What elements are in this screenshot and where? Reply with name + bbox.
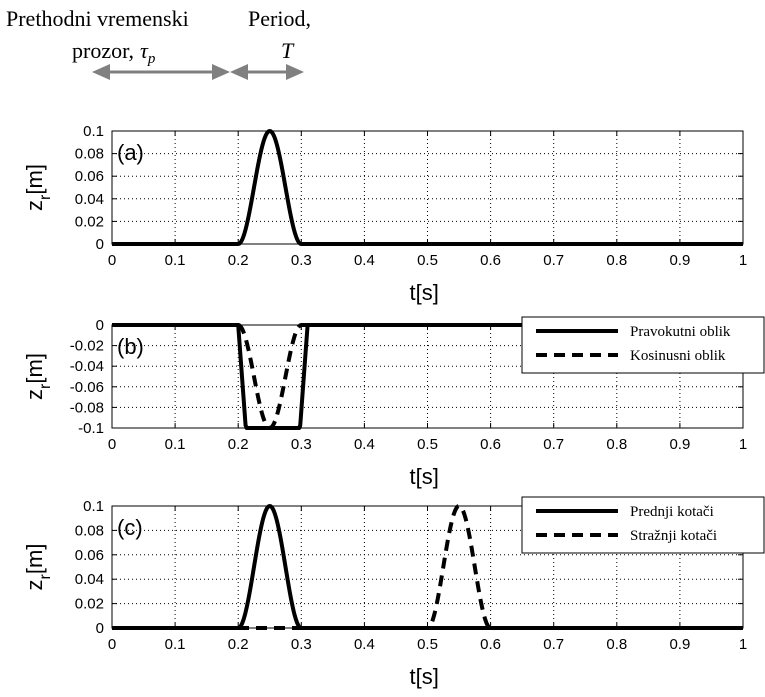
legend-box (521, 496, 765, 554)
y-axis-label-sub: r (37, 573, 54, 579)
x-tick-label: 0.7 (543, 636, 564, 653)
window-arrow (92, 64, 230, 80)
period-label-line2: T (281, 38, 295, 63)
legend: Pravokutni oblik Kosinusni oblik (521, 316, 765, 374)
x-tick-label: 0.2 (228, 252, 249, 269)
y-tick-label: 0.02 (75, 213, 104, 230)
y-tick-label: 0.02 (75, 596, 104, 613)
x-tick-label: 0.6 (480, 436, 501, 453)
y-axis-label-unit: [m] (22, 353, 47, 384)
y-tick-label: -0.08 (70, 399, 104, 416)
window-label-line1: Prethodni vremenski (6, 6, 189, 31)
y-tick-label: -0.1 (78, 420, 104, 437)
y-tick-label: -0.02 (70, 338, 104, 355)
y-tick-label: 0.08 (75, 522, 104, 539)
y-tick-label: -0.04 (70, 358, 104, 375)
x-tick-label: 0.6 (480, 252, 501, 269)
legend-label-0: Pravokutni oblik (630, 324, 731, 340)
x-tick-label: 0.9 (669, 636, 690, 653)
x-tick-label: 1 (739, 252, 747, 269)
window-arrow-head-right (212, 64, 230, 80)
y-axis-label-unit: [m] (22, 544, 47, 575)
x-axis-label: t[s] (410, 464, 439, 489)
x-tick-label: 0.5 (417, 636, 438, 653)
y-axis-label: zr[m] (22, 353, 54, 400)
x-tick-label: 0.9 (669, 252, 690, 269)
y-axis-label-unit: [m] (22, 164, 47, 195)
window-arrow-head-left (92, 64, 110, 80)
x-tick-label: 0 (108, 252, 116, 269)
y-tick-label: 0.1 (83, 498, 104, 515)
x-tick-label: 0.8 (606, 436, 627, 453)
x-tick-label: 0.5 (417, 436, 438, 453)
series-line-1 (111, 504, 744, 630)
panel-label: (b) (117, 334, 144, 359)
panel-label: (c) (117, 515, 143, 540)
y-axis-label: zr[m] (22, 544, 54, 591)
legend: Prednji kotači Stražnji kotači (521, 496, 765, 554)
y-tick-label: 0.06 (75, 547, 104, 564)
legend-label-1: Stražnji kotači (630, 528, 717, 544)
period-arrow (230, 64, 304, 80)
y-tick-label: 0 (96, 620, 104, 637)
x-axis-label: t[s] (410, 664, 439, 689)
x-tick-label: 0.7 (543, 252, 564, 269)
legend-box (521, 316, 765, 374)
x-tick-label: 0.3 (291, 636, 312, 653)
x-tick-label: 0.4 (354, 252, 375, 269)
x-tick-label: 0.6 (480, 636, 501, 653)
panel-0: 0 0.1 0.2 0.3 0.4 0.5 0.6 0.7 0.8 0.9 1 0 0.02 0.04 0.… (22, 123, 747, 305)
y-tick-label: 0.04 (75, 571, 104, 588)
x-tick-label: 0.8 (606, 252, 627, 269)
y-tick-label: 0.08 (75, 146, 104, 163)
x-tick-label: 0.4 (354, 636, 375, 653)
y-tick-label: 0 (96, 236, 104, 253)
y-axis-label: zr[m] (22, 164, 54, 211)
panel-label: (a) (117, 140, 144, 165)
y-axis-label-main: z (22, 579, 47, 590)
x-axis-label: t[s] (410, 280, 439, 305)
period-label-line1: Period, (248, 6, 311, 31)
x-tick-label: 0.5 (417, 252, 438, 269)
y-axis-label-main: z (22, 200, 47, 211)
panel-2: 0 0.1 0.2 0.3 0.4 0.5 0.6 0.7 0.8 0.9 1 0 0.02 0.04 0.… (22, 496, 765, 689)
x-tick-label: 0.1 (165, 252, 186, 269)
x-tick-label: 1 (739, 436, 747, 453)
y-tick-label: -0.06 (70, 379, 104, 396)
x-tick-label: 0.1 (165, 436, 186, 453)
y-tick-label: 0.04 (75, 191, 104, 208)
x-tick-label: 0.4 (354, 436, 375, 453)
y-axis-label-sub: r (37, 383, 54, 389)
y-tick-label: 0 (96, 317, 104, 334)
period-arrow-head-right (286, 64, 304, 80)
x-tick-label: 0.3 (291, 436, 312, 453)
x-tick-label: 1 (739, 636, 747, 653)
panel-1: 0 0.1 0.2 0.3 0.4 0.5 0.6 0.7 0.8 0.9 1 -0.1 -0.08 -0… (22, 316, 765, 489)
legend-label-0: Prednji kotači (630, 504, 714, 520)
tau-symbol: τ (140, 38, 149, 63)
x-tick-label: 0 (108, 436, 116, 453)
window-label-line2: prozor, τp (72, 38, 156, 67)
y-tick-label: 0.06 (75, 168, 104, 185)
y-axis-label-sub: r (37, 194, 54, 200)
x-tick-label: 0.2 (228, 636, 249, 653)
series-line-1 (111, 323, 744, 430)
x-tick-label: 0.8 (606, 636, 627, 653)
y-tick-label: 0.1 (83, 123, 104, 140)
x-tick-label: 0.9 (669, 436, 690, 453)
legend-label-1: Kosinusni oblik (630, 348, 726, 364)
period-arrow-head-left (230, 64, 248, 80)
x-tick-label: 0.2 (228, 436, 249, 453)
panels: 0 0.1 0.2 0.3 0.4 0.5 0.6 0.7 0.8 0.9 1 0 0.02 0.04 0.… (22, 123, 765, 689)
y-axis-label-main: z (22, 389, 47, 400)
series-line-0 (111, 129, 744, 246)
tau-subscript: p (147, 51, 156, 67)
x-tick-label: 0.3 (291, 252, 312, 269)
window-label-word: prozor, (72, 38, 134, 63)
x-tick-label: 0 (108, 636, 116, 653)
x-tick-label: 0.7 (543, 436, 564, 453)
x-tick-label: 0.1 (165, 636, 186, 653)
